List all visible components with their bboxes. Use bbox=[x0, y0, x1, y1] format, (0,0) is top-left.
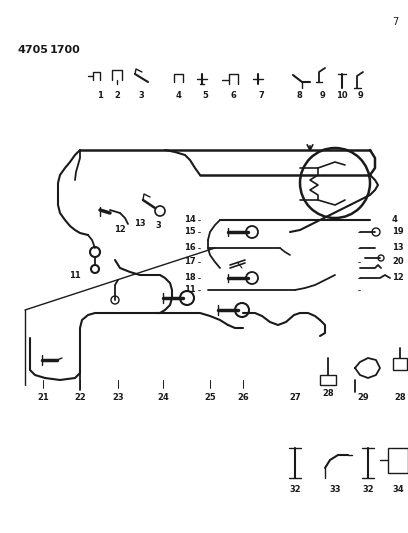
Text: 11: 11 bbox=[184, 286, 196, 295]
Text: 26: 26 bbox=[237, 393, 249, 402]
Bar bbox=[320, 375, 336, 385]
Text: 13: 13 bbox=[392, 244, 404, 253]
Text: 1700: 1700 bbox=[50, 45, 81, 55]
Text: 17: 17 bbox=[184, 257, 196, 266]
Text: 20: 20 bbox=[392, 257, 404, 266]
Text: 6: 6 bbox=[230, 91, 236, 100]
Text: 9: 9 bbox=[320, 91, 326, 100]
Text: 3: 3 bbox=[138, 91, 144, 100]
Text: 19: 19 bbox=[392, 228, 404, 237]
Text: 8: 8 bbox=[296, 91, 302, 100]
Text: 21: 21 bbox=[37, 393, 49, 402]
Text: 23: 23 bbox=[112, 393, 124, 402]
Text: 29: 29 bbox=[357, 393, 369, 402]
Text: 14: 14 bbox=[184, 215, 196, 224]
Text: 32: 32 bbox=[289, 486, 301, 495]
Text: 4: 4 bbox=[392, 215, 398, 224]
Text: 3: 3 bbox=[155, 221, 161, 230]
Text: 22: 22 bbox=[74, 393, 86, 402]
Text: 2: 2 bbox=[114, 91, 120, 100]
Bar bbox=[388, 448, 408, 473]
Text: 15: 15 bbox=[184, 228, 196, 237]
Text: 16: 16 bbox=[184, 244, 196, 253]
Text: 12: 12 bbox=[114, 225, 126, 235]
Text: 18: 18 bbox=[184, 273, 196, 282]
Text: 33: 33 bbox=[329, 486, 341, 495]
Text: 7: 7 bbox=[258, 91, 264, 100]
Text: 9: 9 bbox=[358, 91, 364, 100]
Text: 4705: 4705 bbox=[18, 45, 49, 55]
Text: 11: 11 bbox=[69, 271, 81, 280]
Text: 27: 27 bbox=[289, 393, 301, 402]
Text: 28: 28 bbox=[394, 393, 406, 402]
Text: 12: 12 bbox=[392, 273, 404, 282]
Text: 4: 4 bbox=[175, 91, 181, 100]
Text: 25: 25 bbox=[204, 393, 216, 402]
Text: 1: 1 bbox=[97, 91, 103, 100]
Text: 32: 32 bbox=[362, 486, 374, 495]
Text: 10: 10 bbox=[336, 91, 348, 100]
Text: 13: 13 bbox=[134, 219, 146, 228]
Text: 34: 34 bbox=[392, 486, 404, 495]
Bar bbox=[393, 358, 407, 370]
Text: 5: 5 bbox=[202, 91, 208, 100]
Text: 28: 28 bbox=[322, 389, 334, 398]
Text: 24: 24 bbox=[157, 393, 169, 402]
Text: 7: 7 bbox=[392, 17, 398, 27]
